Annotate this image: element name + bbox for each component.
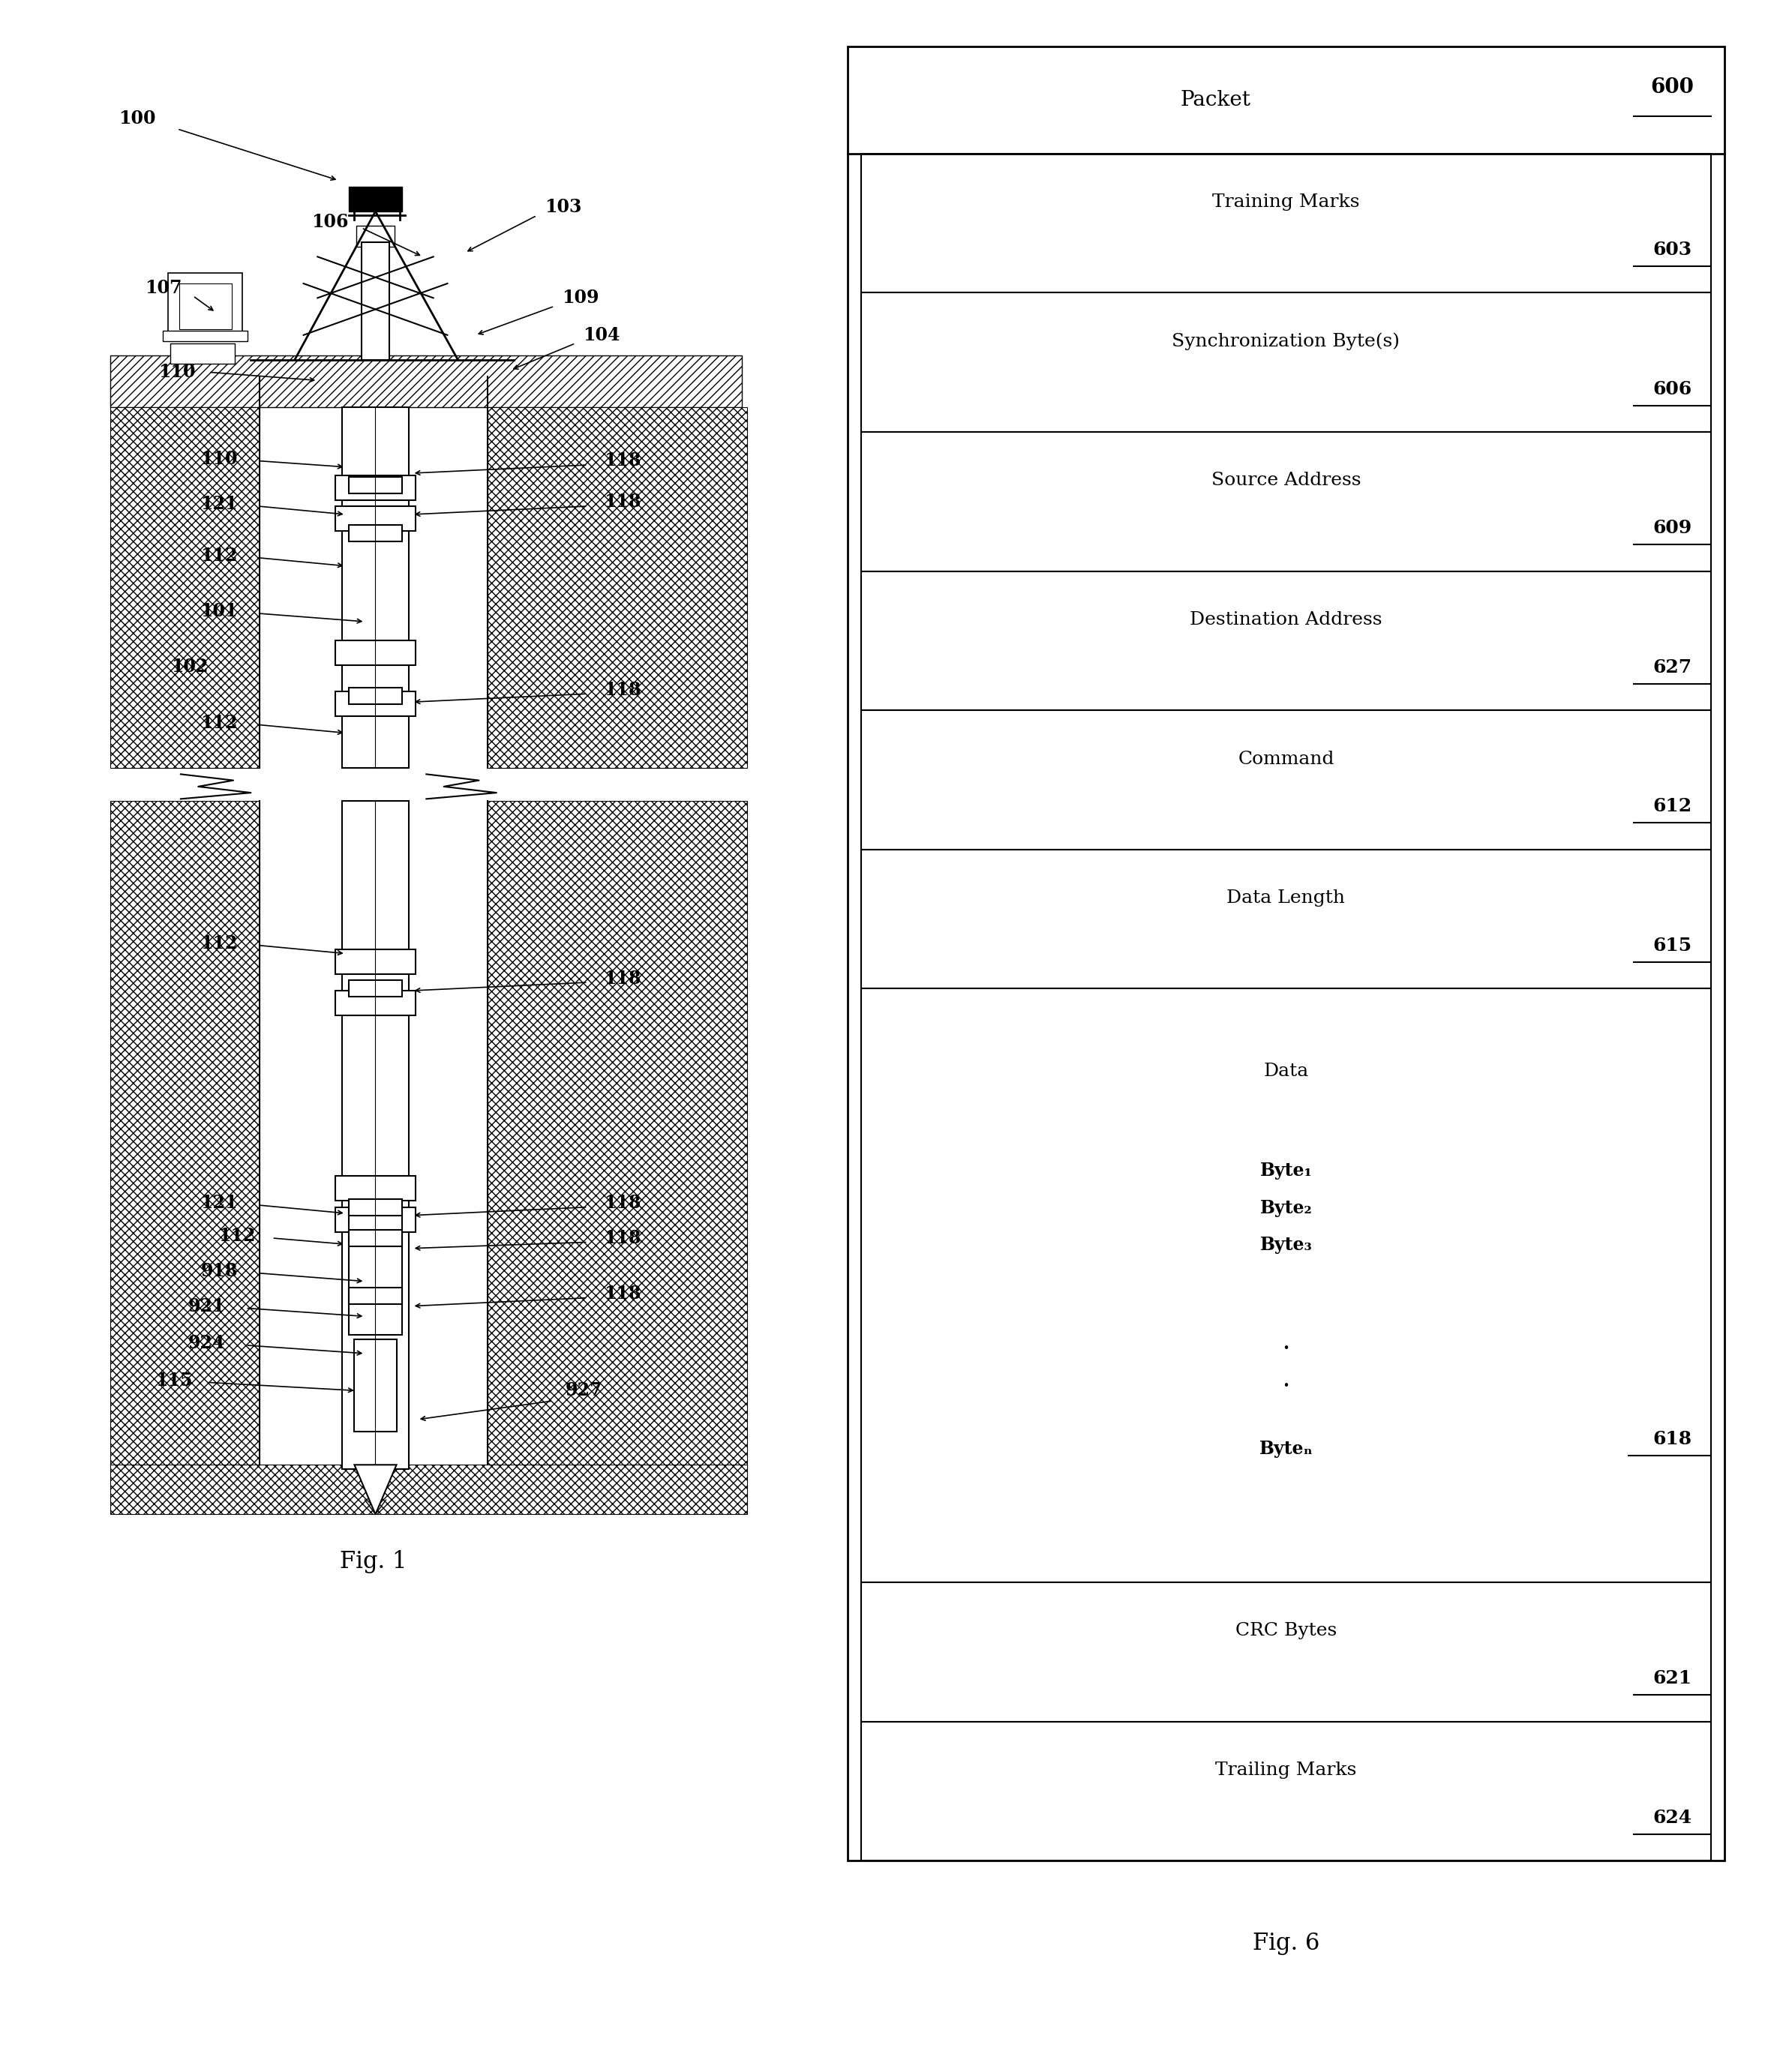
Text: 101: 101 [201,603,238,620]
Text: 612: 612 [1652,798,1691,816]
Bar [861,292,1710,431]
Text: 615: 615 [1652,937,1691,955]
Text: 618: 618 [1652,1430,1691,1448]
Bar [861,1722,1710,1861]
Text: Fig. 6: Fig. 6 [1253,1931,1320,1954]
Polygon shape [355,1465,397,1515]
Text: 107: 107 [145,278,182,296]
Bar [362,242,390,361]
Text: .: . [1283,1372,1288,1390]
Bar [349,1212,402,1334]
Bar [111,356,741,408]
Bar [861,711,1710,850]
Text: 118: 118 [604,682,641,698]
Text: 921: 921 [189,1297,226,1316]
Text: CRC Bytes: CRC Bytes [1235,1622,1336,1639]
Text: 115: 115 [155,1372,192,1390]
Bar [861,1583,1710,1722]
Text: Trailing Marks: Trailing Marks [1216,1761,1357,1778]
Text: Byte₂: Byte₂ [1260,1200,1311,1216]
Text: 121: 121 [201,1193,238,1212]
Text: Training Marks: Training Marks [1213,193,1359,211]
Text: 110: 110 [159,363,196,381]
Bar [349,1200,402,1216]
Text: 603: 603 [1652,240,1691,259]
Text: 103: 103 [545,199,582,215]
Text: 118: 118 [604,1229,641,1247]
Text: 100: 100 [118,110,155,128]
Bar [847,46,1724,1861]
Bar [861,431,1710,572]
Text: 927: 927 [565,1382,604,1399]
Bar [861,153,1710,292]
Text: .: . [1283,1334,1288,1353]
Bar [355,1339,397,1432]
Text: 624: 624 [1652,1809,1691,1828]
Text: Synchronization Byte(s): Synchronization Byte(s) [1172,334,1400,350]
Bar [335,506,417,530]
Text: Byte₁: Byte₁ [1260,1162,1311,1179]
Text: 609: 609 [1652,520,1691,537]
Text: Destination Address: Destination Address [1190,611,1382,628]
Bar [861,988,1710,1583]
Bar [335,990,417,1015]
Text: Source Address: Source Address [1211,472,1361,489]
Text: 106: 106 [311,213,348,230]
Text: 918: 918 [201,1262,238,1280]
Text: 121: 121 [201,495,238,514]
Bar [111,1465,747,1515]
Text: 118: 118 [604,1285,641,1303]
Bar [169,344,235,365]
Bar [335,949,417,974]
Text: Byteₙ: Byteₙ [1258,1440,1313,1459]
Text: 621: 621 [1652,1670,1691,1687]
Bar [342,408,409,769]
Bar [487,408,747,769]
Text: 112: 112 [201,713,238,731]
Text: Fig. 1: Fig. 1 [341,1550,408,1573]
Bar [342,802,409,1469]
Text: 627: 627 [1652,659,1691,675]
Text: Byte₃: Byte₃ [1260,1237,1311,1254]
Bar [349,1287,402,1303]
Bar [335,1177,417,1202]
Text: 112: 112 [201,547,238,566]
Bar [111,802,259,1469]
Text: 104: 104 [582,325,620,344]
Bar [335,474,417,499]
Bar [861,850,1710,988]
Text: Data Length: Data Length [1227,889,1345,908]
Text: 600: 600 [1650,77,1694,97]
Bar [861,572,1710,711]
Bar [168,274,242,336]
Bar [349,477,402,493]
Bar [349,186,402,211]
Bar [349,524,402,541]
Text: 118: 118 [604,970,641,986]
Bar [335,640,417,665]
Bar [349,980,402,997]
Text: 112: 112 [219,1227,256,1245]
Text: Packet: Packet [1181,89,1251,110]
Bar [487,802,747,1469]
Text: 109: 109 [561,288,600,307]
Bar [335,692,417,717]
Text: 118: 118 [604,452,641,470]
Text: 924: 924 [189,1334,226,1353]
Text: 102: 102 [171,659,208,675]
Bar [162,332,247,342]
Bar [335,1208,417,1233]
Bar [357,226,395,247]
Text: 112: 112 [201,934,238,953]
Bar [349,688,402,704]
Text: 118: 118 [604,1193,641,1212]
Bar [349,1231,402,1245]
Bar [111,408,259,769]
Text: Command: Command [1237,750,1334,767]
Text: 118: 118 [604,493,641,512]
Text: Data: Data [1264,1063,1308,1080]
Bar [178,284,231,329]
Text: 606: 606 [1652,379,1691,398]
Text: 110: 110 [201,450,238,468]
